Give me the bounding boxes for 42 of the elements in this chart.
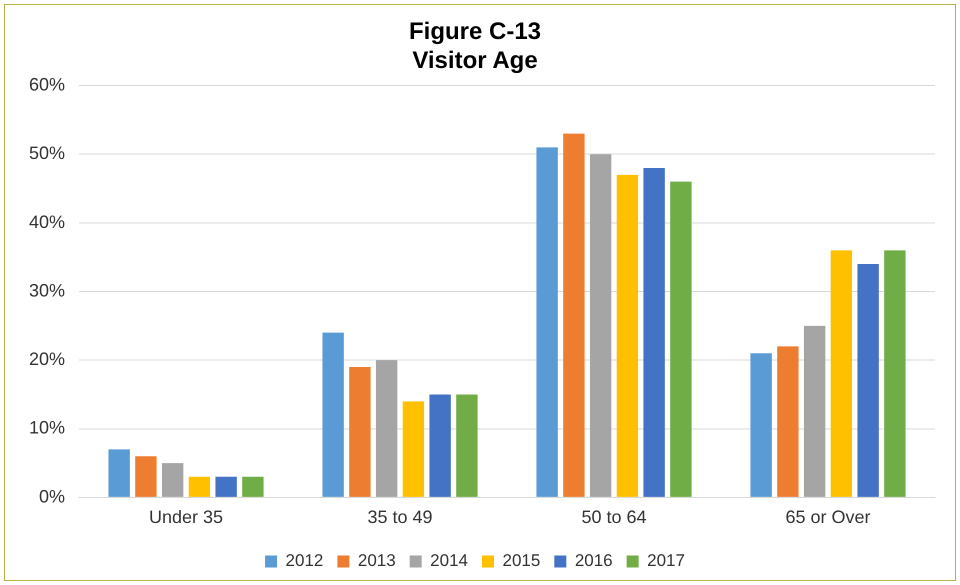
bar [376, 360, 398, 497]
legend-label: 2014 [430, 551, 468, 570]
y-tick-label: 20% [28, 349, 66, 370]
bar [616, 174, 638, 497]
y-tick-label: 30% [28, 280, 66, 300]
x-tick-label: 65 or Over [785, 507, 871, 528]
legend-label: 2013 [358, 551, 396, 570]
y-tick-label: 10% [28, 418, 66, 438]
bar [777, 346, 799, 497]
bar [830, 250, 852, 497]
bar [670, 182, 692, 497]
chart-title: Figure C-13 Visitor Age [408, 18, 542, 74]
bar [536, 147, 558, 497]
bar [135, 456, 157, 497]
bar [188, 476, 210, 497]
bar [215, 476, 237, 497]
y-tick-label: 60% [28, 74, 66, 95]
bar [322, 332, 344, 497]
y-tick-label: 0% [39, 486, 66, 506]
legend-label: 2016 [574, 551, 613, 570]
bar [804, 326, 826, 497]
y-tick-label: 40% [28, 212, 66, 232]
legend-label: 2017 [647, 551, 685, 570]
bar [162, 463, 184, 497]
bar [242, 476, 264, 497]
legend-label: 2015 [502, 551, 540, 570]
bar [857, 264, 879, 497]
bar [884, 250, 906, 497]
x-tick-label: 50 to 64 [581, 507, 647, 528]
bar [563, 134, 585, 497]
bar [750, 353, 772, 497]
y-tick-label: 50% [28, 143, 66, 164]
bar [108, 449, 130, 497]
bar [429, 394, 451, 497]
bar [590, 154, 612, 497]
bar [643, 168, 665, 497]
bar [349, 366, 371, 497]
legend-label: 2012 [286, 551, 324, 570]
x-tick-label: 35 to 49 [367, 507, 433, 528]
bar [456, 394, 478, 497]
bar [402, 401, 424, 497]
x-tick-label: Under 35 [148, 507, 224, 528]
